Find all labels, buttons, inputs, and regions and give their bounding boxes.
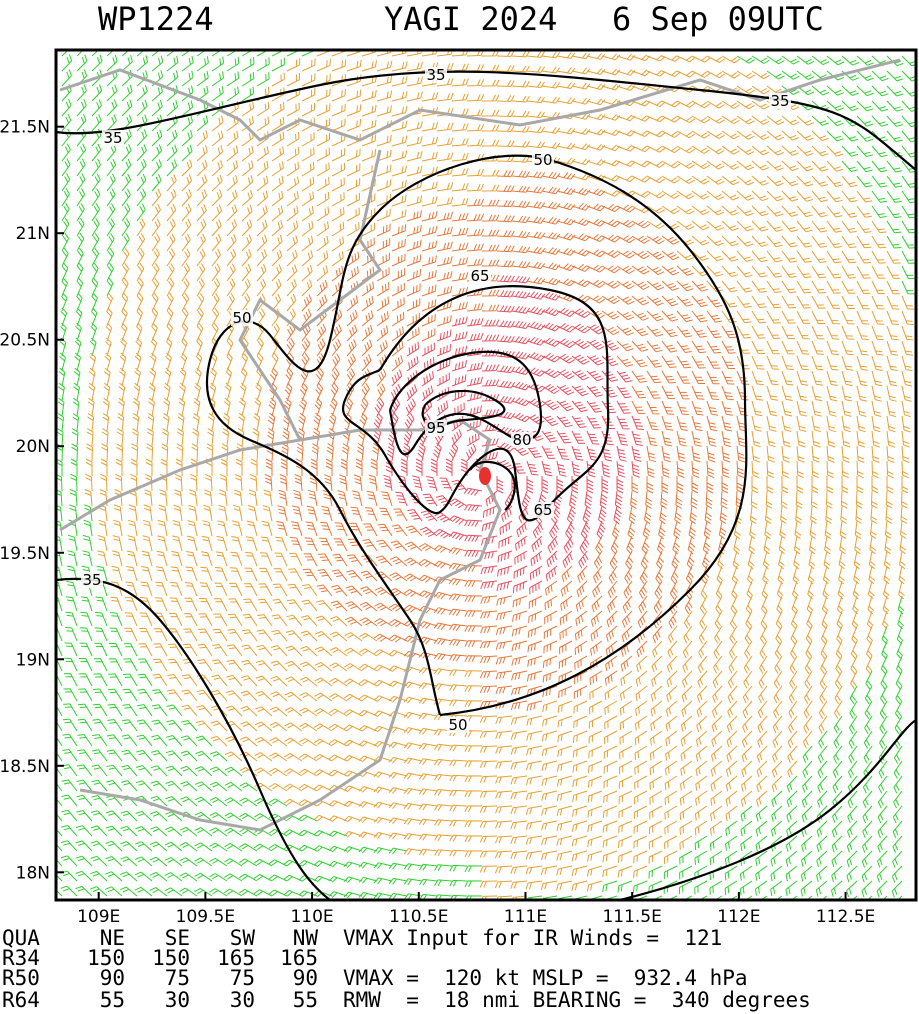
contour-label-bg <box>769 93 791 109</box>
barb-set <box>84 50 915 900</box>
table-cell: R34 <box>2 946 40 970</box>
table-cell: 150 <box>152 946 190 970</box>
contours: 35 35 35 35 50 50 50 65 65 80 95 <box>56 66 916 900</box>
contour-line <box>56 70 916 171</box>
table-header: QUA <box>2 926 40 950</box>
time: 6 Sep 09UTC <box>612 0 824 38</box>
y-tick-label: 19N <box>16 650 50 670</box>
contour-label-bg <box>469 268 491 284</box>
y-tick-label: 20.5N <box>0 331 50 351</box>
info-line: RMW = 18 nmi BEARING = 340 degrees <box>343 988 811 1012</box>
contour-label-bg <box>425 67 447 83</box>
table-cell: 30 <box>165 988 190 1012</box>
x-tick-label: 109E <box>77 907 120 927</box>
contour-label: 95 <box>426 419 445 437</box>
contour-line <box>56 577 331 900</box>
y-tick-label: 19.5N <box>0 544 50 564</box>
table-cell: 55 <box>100 988 125 1012</box>
x-tick-label: 111E <box>504 907 547 927</box>
y-tick-label: 18N <box>16 863 50 883</box>
barb-set <box>264 170 750 712</box>
contour-label: 35 <box>770 92 789 110</box>
x-tick-label: 109.5E <box>176 907 235 927</box>
y-tick-label: 18.5N <box>0 757 50 777</box>
radii-table: QUA NE SE SW NW R34 150 150 165 165 R50 90 75 75 90 R64… <box>2 926 811 1012</box>
contour-label: 65 <box>533 501 552 519</box>
contour-label-bg <box>532 502 554 518</box>
y-tick-label: 21.5N <box>0 118 50 138</box>
x-tick-label: 112.5E <box>816 907 875 927</box>
storm-center <box>479 467 491 485</box>
table-header: SE <box>165 926 190 950</box>
x-tick-label: 112E <box>717 907 760 927</box>
contour-label: 35 <box>103 129 122 147</box>
contour-label-bg <box>81 572 103 588</box>
x-tick-label: 110E <box>290 907 333 927</box>
contour-label: 35 <box>82 571 101 589</box>
table-cell: 150 <box>87 946 125 970</box>
contour-line <box>421 389 506 429</box>
table-cell: 55 <box>293 988 318 1012</box>
storm-name: YAGI 2024 <box>384 0 557 38</box>
info-line: VMAX = 120 kt MSLP = 932.4 hPa <box>343 966 748 990</box>
table-cell: R50 <box>2 966 40 990</box>
table-cell: 90 <box>100 966 125 990</box>
barb-set <box>372 275 645 595</box>
contour-label-bg <box>102 130 124 146</box>
table-cell: 75 <box>230 966 255 990</box>
table-cell: 75 <box>165 966 190 990</box>
y-tick-label: 21N <box>16 224 50 244</box>
contour-label: 50 <box>448 716 467 734</box>
contour-label-bg <box>425 420 447 436</box>
contour-line <box>342 285 610 522</box>
contour-label: 35 <box>426 66 445 84</box>
table-cell: 30 <box>230 988 255 1012</box>
contour-line <box>205 154 748 717</box>
contour-label-bg <box>532 152 554 168</box>
contour-label: 50 <box>232 309 251 327</box>
contour-label-bg <box>447 717 469 733</box>
x-tick-label: 110.5E <box>389 907 448 927</box>
x-tick-label: 111.5E <box>602 907 661 927</box>
table-header: NW <box>293 926 319 950</box>
table-cell: 90 <box>293 966 318 990</box>
y-tick-label: 20N <box>16 437 50 457</box>
map-frame <box>54 48 918 902</box>
contour-label: 65 <box>470 267 489 285</box>
table-cell: 165 <box>217 946 255 970</box>
table-cell: 165 <box>280 946 318 970</box>
storm-id: WP1224 <box>98 0 214 38</box>
contour-label: 50 <box>533 151 552 169</box>
contour-line <box>469 460 516 511</box>
contour-line <box>619 719 916 900</box>
info-line: VMAX Input for IR Winds = 121 <box>343 926 722 950</box>
contour-label-bg <box>511 432 533 448</box>
contour-label-bg <box>231 310 253 326</box>
table-header: SW <box>230 926 256 950</box>
table-header: NE <box>100 926 125 950</box>
contour-label: 80 <box>512 431 531 449</box>
table-cell: R64 <box>2 988 40 1012</box>
axes: 109E 109.5E 110E 110.5E 111E 111.5E 112E 112.5E… <box>0 118 875 927</box>
